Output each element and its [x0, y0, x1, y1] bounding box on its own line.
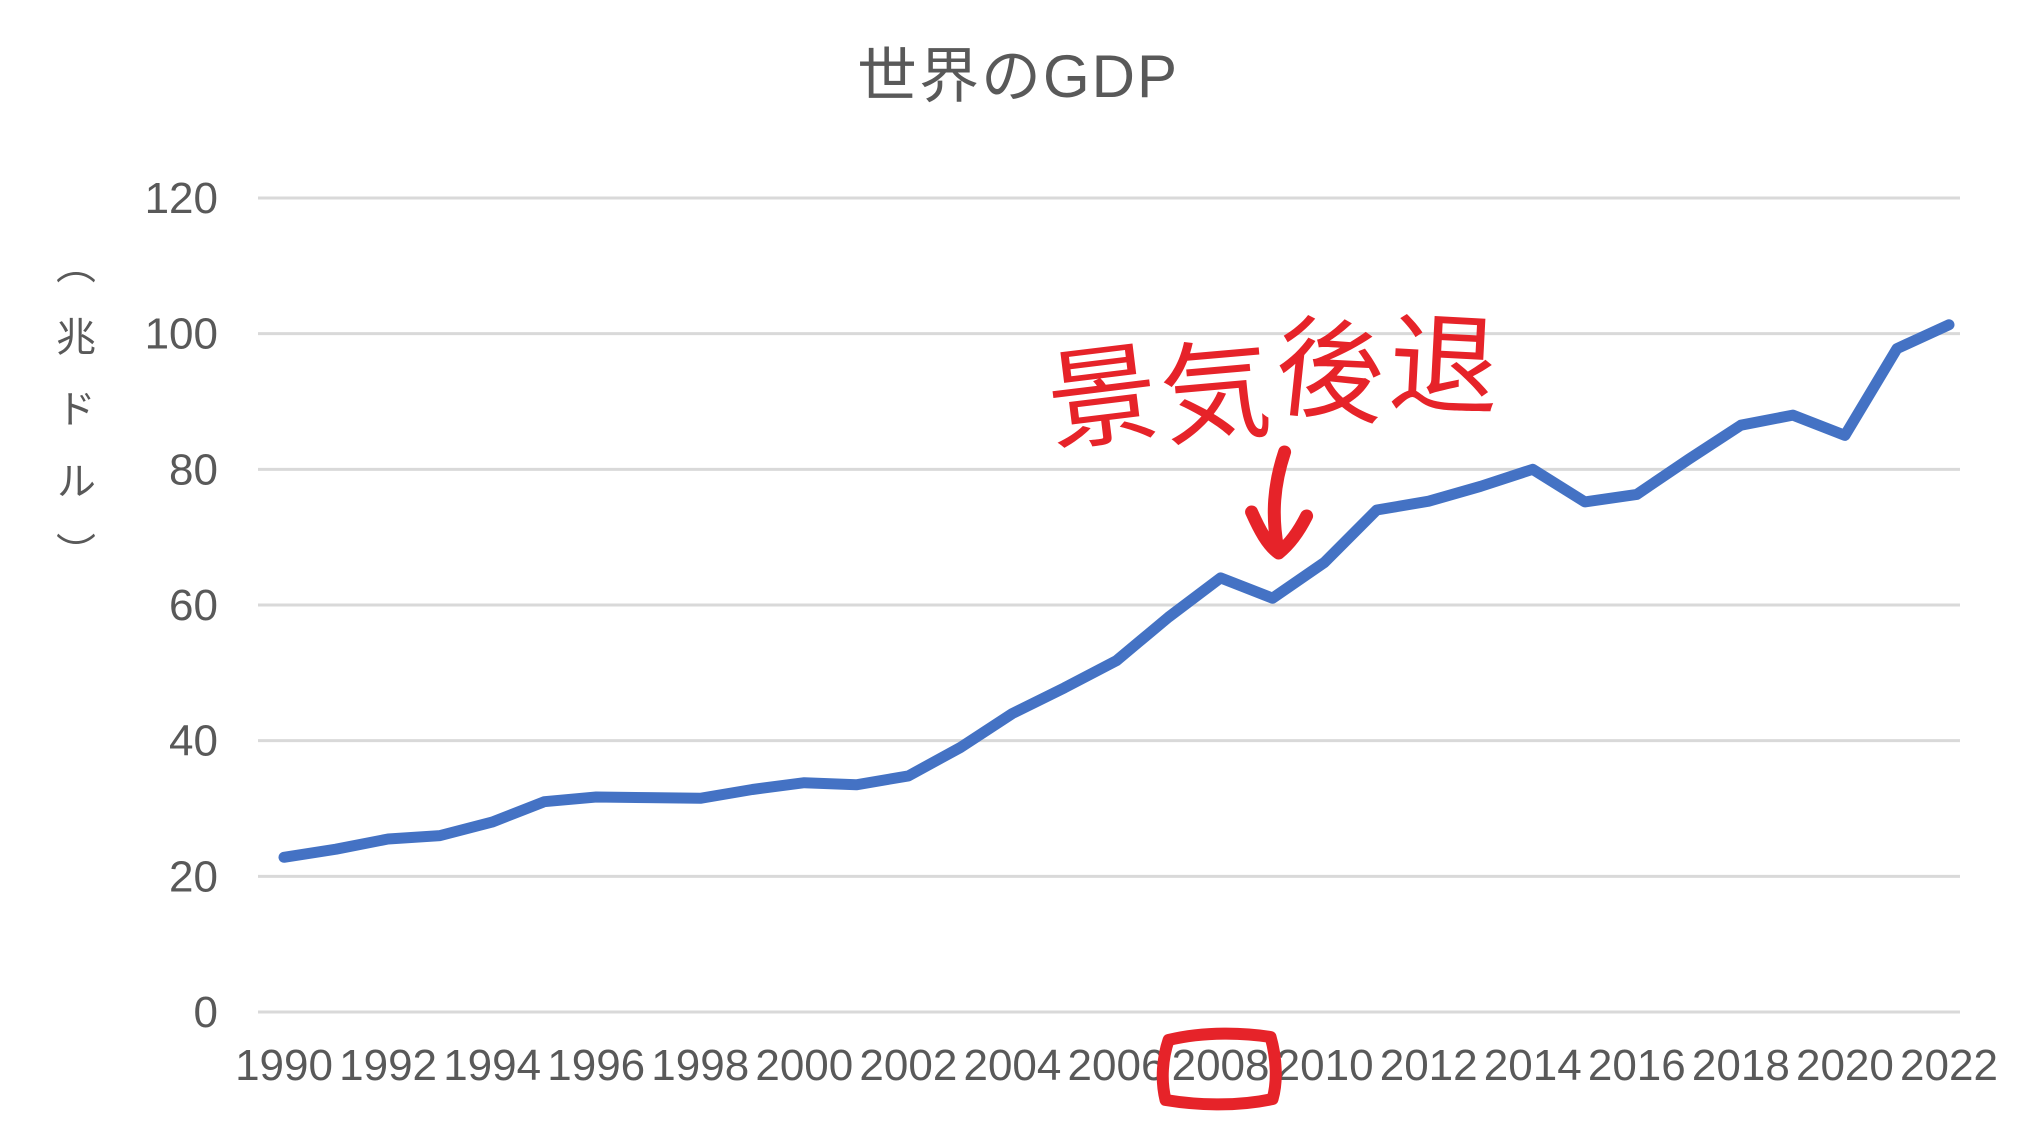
annotation-character: 後 — [1269, 305, 1392, 440]
x-tick-label: 2010 — [1276, 1041, 1374, 1090]
x-tick-label: 2014 — [1484, 1041, 1582, 1090]
y-tick-label: 20 — [169, 852, 218, 901]
x-tick-label: 2016 — [1588, 1041, 1686, 1090]
handwritten-annotation-marks — [1156, 445, 1314, 1111]
x-tick-label: 1990 — [235, 1041, 333, 1090]
y-tick-label: 60 — [169, 581, 218, 630]
recession-annotation-text: 景気後退 — [1041, 302, 1503, 466]
x-axis-tick-labels: 1990 1992 1994 1996 1998 2000 2002 2004 2006 2008… — [235, 1041, 1998, 1090]
y-tick-label: 100 — [145, 310, 218, 359]
annotation-character: 気 — [1155, 328, 1276, 461]
x-tick-label: 2008 — [1172, 1041, 1270, 1090]
x-tick-label: 1994 — [443, 1041, 541, 1090]
y-tick-label: 80 — [169, 445, 218, 494]
x-tick-label: 2018 — [1692, 1041, 1790, 1090]
y-tick-label: 120 — [145, 174, 218, 223]
x-tick-label: 2004 — [963, 1041, 1061, 1090]
chart-title: 世界のGDP — [856, 43, 1180, 110]
x-tick-label: 1998 — [651, 1041, 749, 1090]
y-tick-label: 0 — [194, 988, 218, 1037]
y-tick-label: 40 — [169, 717, 218, 766]
annotation-character: 景 — [1040, 330, 1165, 467]
x-tick-label: 2020 — [1796, 1041, 1894, 1090]
annotation-character: 退 — [1385, 302, 1503, 431]
annotation-box-around-2008 — [1156, 1027, 1282, 1111]
annotation-arrow-icon — [1245, 445, 1314, 560]
x-tick-label: 2002 — [859, 1041, 957, 1090]
x-tick-label: 1996 — [547, 1041, 645, 1090]
x-tick-label: 2000 — [755, 1041, 853, 1090]
x-tick-label: 2006 — [1068, 1041, 1166, 1090]
gridlines — [258, 196, 1960, 1014]
y-axis-tick-labels: 0 20 40 60 80 100 120 — [145, 174, 218, 1037]
gdp-line-series — [278, 319, 1955, 863]
x-tick-label: 2012 — [1380, 1041, 1478, 1090]
x-tick-label: 1992 — [339, 1041, 437, 1090]
y-axis-unit-label: （兆ドル） — [50, 244, 94, 604]
x-tick-label: 2022 — [1900, 1041, 1998, 1090]
